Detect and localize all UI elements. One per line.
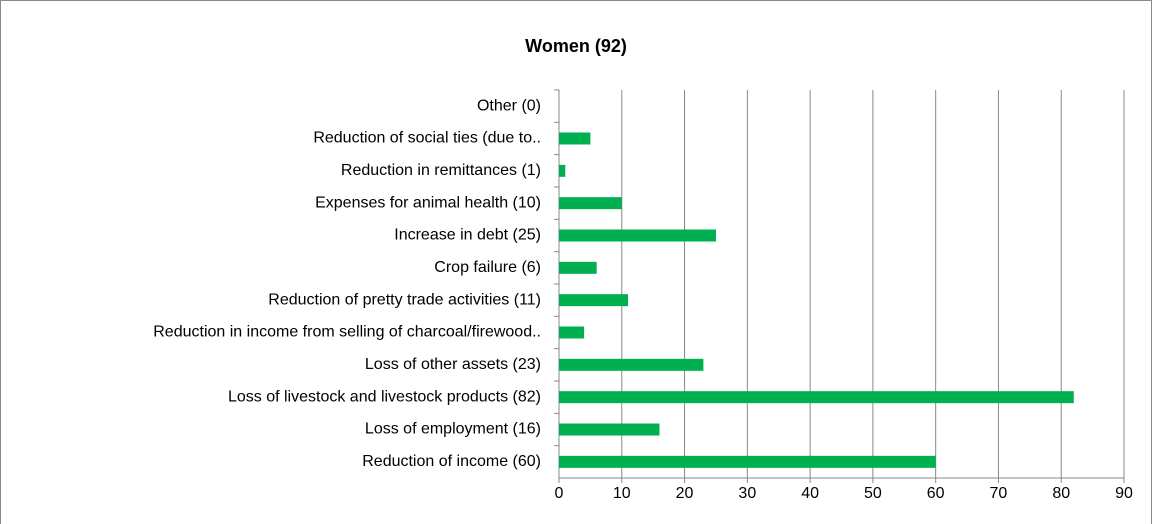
y-tick-label: Loss of other assets (23) [365,356,541,373]
y-tick-label: Increase in debt (25) [394,227,541,244]
bar [559,326,585,339]
y-tick-label: Reduction in remittances (1) [341,162,541,179]
bar [559,229,716,242]
x-tick-label: 60 [927,485,945,502]
x-tick-label: 30 [738,485,756,502]
chart-title: Women (92) [525,36,627,56]
bar [559,197,622,210]
y-tick-label: Other (0) [477,97,541,114]
x-tick-label: 10 [613,485,631,502]
y-tick-label: Reduction in income from selling of char… [153,324,541,341]
y-tick-label: Reduction of pretty trade activities (11… [268,291,541,308]
x-tick-label: 40 [801,485,819,502]
bar [559,261,597,274]
bar [559,164,566,177]
bar [559,358,704,371]
x-tick-label: 80 [1052,485,1070,502]
bar [559,391,1074,404]
y-tick-label: Reduction of income (60) [362,453,541,470]
bar [559,455,936,468]
x-tick-label: 70 [990,485,1008,502]
x-tick-label: 50 [864,485,882,502]
x-tick-label: 0 [555,485,564,502]
bar [559,132,591,145]
y-tick-label: Expenses for animal health (10) [315,194,541,211]
y-tick-label: Loss of employment (16) [365,421,541,438]
x-tick-label: 20 [676,485,694,502]
x-tick-label: 90 [1115,485,1133,502]
y-tick-label: Loss of livestock and livestock products… [228,388,541,405]
bar [559,294,629,307]
y-tick-label: Reduction of social ties (due to.. [313,130,541,147]
bar [559,423,660,436]
y-tick-label: Crop failure (6) [434,259,541,276]
